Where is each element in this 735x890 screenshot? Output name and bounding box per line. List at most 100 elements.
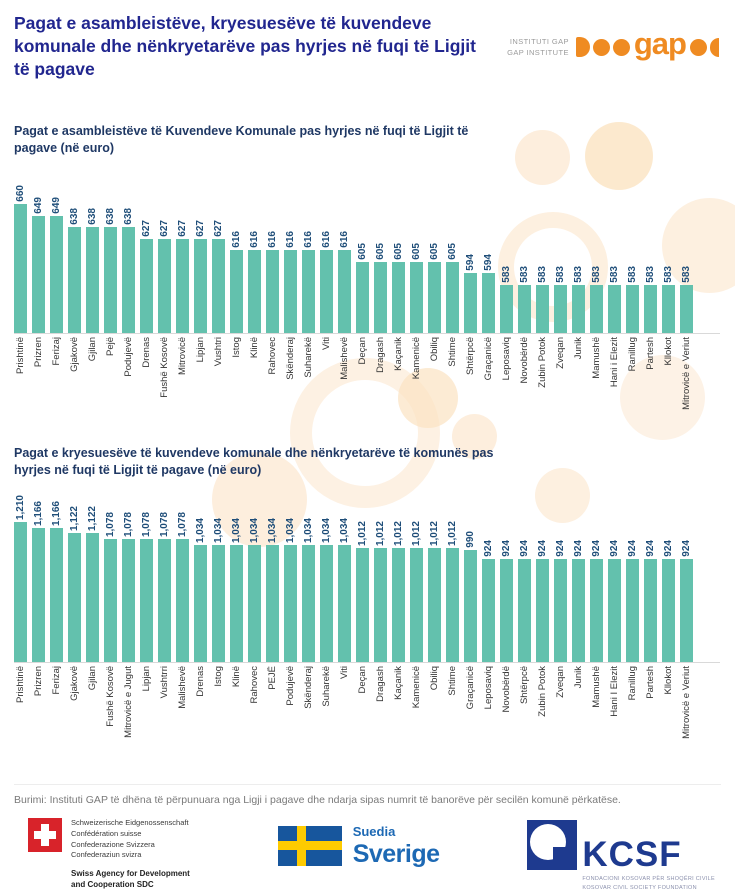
- category-cell: Gjilan: [86, 337, 99, 361]
- category-label: Prishtinë: [15, 337, 26, 374]
- bar-column: 605: [356, 243, 369, 334]
- category-label: Rahovec: [267, 337, 278, 375]
- category-label: Ranillug: [627, 665, 638, 701]
- bar-column: 638: [122, 208, 135, 334]
- bar-column: 583: [626, 266, 639, 334]
- bar: [680, 285, 693, 334]
- category-cell: Kllokot: [662, 337, 675, 366]
- category-cell: Klinë: [248, 337, 261, 358]
- bar-value-label: 924: [627, 540, 638, 557]
- category-cell: Deçan: [356, 337, 369, 364]
- category-label: Ferizaj: [51, 665, 62, 695]
- category-cell: Lipjan: [140, 666, 153, 691]
- bar-column: 605: [446, 243, 459, 334]
- category-label: Drenas: [195, 665, 206, 697]
- bar: [518, 558, 531, 662]
- bar-value-label: 627: [195, 220, 206, 238]
- swiss-name-rm: Confederaziun svizra: [71, 850, 142, 860]
- category-label: Lipjan: [195, 337, 206, 363]
- bar: [572, 285, 585, 334]
- bar-value-label: 583: [501, 266, 512, 284]
- category-cell: Shtime: [446, 337, 459, 367]
- watermark-circle: [452, 414, 497, 459]
- bar: [176, 239, 189, 334]
- bar-column: 649: [50, 197, 63, 334]
- category-cell: Zubin Potok: [536, 666, 549, 717]
- category-label: Shtime: [447, 665, 458, 696]
- sweden-label-albanian: Suedia: [352, 823, 396, 839]
- category-label: Istog: [213, 665, 224, 687]
- bar: [392, 547, 405, 662]
- bar: [410, 262, 423, 334]
- category-label: Deçan: [357, 665, 368, 694]
- category-label: Shtërpcë: [519, 665, 530, 704]
- bar: [194, 239, 207, 334]
- bar: [428, 547, 441, 662]
- kcsf-caption-en: KOSOVAR CIVIL SOCIETY FOUNDATION: [582, 884, 697, 890]
- bar: [446, 547, 459, 662]
- category-label: Vushtri: [213, 337, 224, 367]
- bar-column: 1,122: [86, 506, 99, 662]
- bar-value-label: 583: [537, 266, 548, 284]
- category-label: Gjilan: [87, 665, 98, 691]
- category-cell: Klinë: [230, 666, 243, 687]
- bar-column: 1,012: [392, 521, 405, 662]
- bar-column: 1,078: [122, 512, 135, 662]
- bar-column: 924: [644, 540, 657, 662]
- category-label: Prizren: [33, 337, 44, 368]
- gap-logo-icon: gap: [575, 28, 719, 60]
- category-cell: Viti: [320, 337, 333, 350]
- bar-value-label: 1,034: [339, 517, 350, 543]
- bar-value-label: 1,078: [141, 511, 152, 537]
- category-cell: Malishevë: [176, 666, 189, 709]
- category-cell: Obiliq: [428, 666, 441, 690]
- bar-column: 583: [680, 266, 693, 334]
- bar-column: 1,012: [428, 521, 441, 662]
- category-label: Ferizaj: [51, 337, 62, 366]
- category-label: Mitrovicë e Veriut: [681, 337, 692, 410]
- bar-value-label: 1,078: [123, 511, 134, 537]
- category-label: Podujevë: [123, 337, 134, 377]
- bar-column: 1,034: [302, 518, 315, 662]
- gap-logo-dot-icon: [592, 38, 610, 56]
- category-label: Obiliq: [429, 665, 440, 691]
- chart1-category-labels: Prishtinë Prizren Ferizaj Gjakovë Gjilan Pejë…: [14, 337, 721, 435]
- bar-value-label: 1,034: [285, 517, 296, 543]
- watermark-circle: [662, 198, 735, 293]
- bar: [482, 558, 495, 662]
- bar: [536, 558, 549, 662]
- category-label: Suharekë: [303, 337, 314, 378]
- category-cell: Deçan: [356, 666, 369, 693]
- bar-value-label: 924: [483, 540, 494, 557]
- category-cell: Skënderaj: [284, 337, 297, 380]
- bar-column: 616: [320, 231, 333, 334]
- bar-value-label: 616: [231, 231, 242, 249]
- bar: [338, 250, 351, 334]
- watermark-circle: [398, 368, 458, 428]
- bar-value-label: 1,078: [177, 511, 188, 537]
- bar: [374, 547, 387, 662]
- watermark-circle: [212, 452, 307, 547]
- bar-column: 660: [14, 185, 27, 334]
- bar: [590, 558, 603, 662]
- gap-logo-crescent-icon: [710, 37, 719, 57]
- bar: [266, 544, 279, 662]
- category-cell: Malishevë: [338, 337, 351, 380]
- bar-value-label: 924: [645, 540, 656, 557]
- category-cell: Prizren: [32, 666, 45, 696]
- category-label: Novobërdë: [501, 665, 512, 713]
- bar-column: 583: [572, 266, 585, 334]
- bar-value-label: 924: [591, 540, 602, 557]
- bar-column: 1,078: [140, 512, 153, 662]
- bar-column: 1,078: [176, 512, 189, 662]
- category-cell: Kamenicë: [410, 666, 423, 708]
- bar: [626, 558, 639, 662]
- category-label: Novobërdë: [519, 337, 530, 384]
- bar-column: 1,034: [230, 518, 243, 662]
- category-label: Podujevë: [285, 665, 296, 706]
- bar-value-label: 627: [177, 220, 188, 238]
- bar-value-label: 638: [87, 208, 98, 226]
- bar: [284, 544, 297, 662]
- category-cell: Prizren: [32, 337, 45, 367]
- bar-value-label: 616: [321, 231, 332, 249]
